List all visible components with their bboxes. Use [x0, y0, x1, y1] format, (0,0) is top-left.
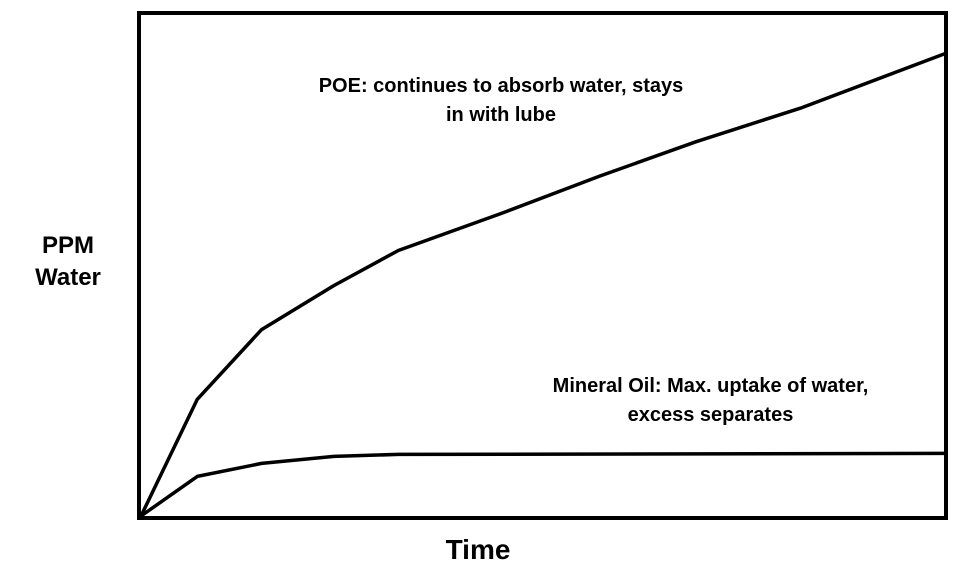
plot-frame	[137, 11, 948, 520]
x-axis-label: Time	[445, 534, 511, 565]
annotation: Mineral Oil: Max. uptake of water, exces…	[552, 375, 869, 426]
line	[139, 51, 947, 518]
line	[139, 451, 947, 518]
y-axis-label: PPM Water	[35, 232, 101, 292]
annotation: POE: continues to absorb water, stays in…	[318, 75, 684, 126]
